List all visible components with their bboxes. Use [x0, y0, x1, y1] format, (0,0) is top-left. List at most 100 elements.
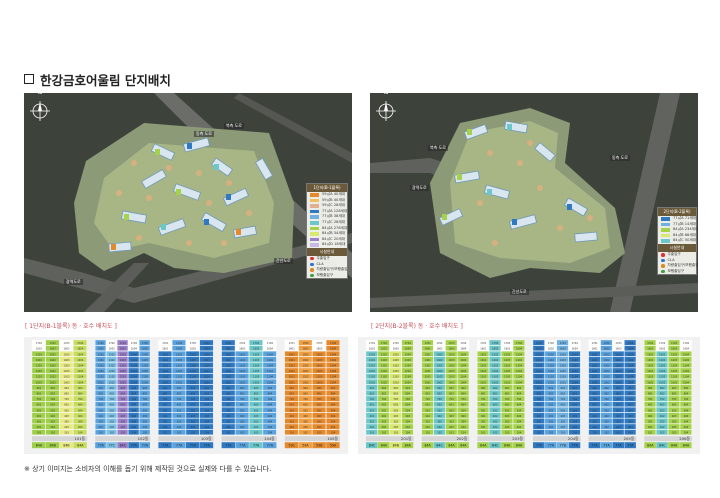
unit-number: 1003	[253, 381, 260, 384]
unit-cell	[489, 390, 501, 396]
unit-cell	[158, 379, 172, 385]
unit-number: 402	[493, 415, 498, 418]
unit-cell	[445, 412, 458, 419]
legend-label: CLA	[316, 261, 324, 266]
unit-cell	[401, 379, 414, 385]
building-104동: 1701160115011401130112011101100190180170…	[221, 339, 277, 449]
unit-cell	[95, 384, 106, 391]
unit-number: 303	[394, 421, 399, 424]
unit-cell	[235, 401, 249, 407]
unit-number: 1604	[405, 348, 412, 351]
unit-number: 101	[98, 432, 103, 435]
unit-number: 1204	[267, 370, 274, 373]
unit-number: 802	[660, 393, 665, 396]
unit-cell	[185, 423, 200, 430]
unit-number: 101	[648, 432, 653, 435]
unit-number: 1202	[492, 370, 499, 373]
unit-number: 204	[684, 426, 689, 429]
unit-cell	[501, 401, 513, 407]
unit-number: 1501	[98, 353, 105, 356]
unit-number: 702	[240, 398, 245, 401]
unit-layout-chart-complex-2: 1701 1601 1501 1401 1301 1201 1101 1001 901 801 70…	[358, 337, 700, 454]
unit-type-label: 77A	[603, 444, 610, 448]
unit-cell	[45, 367, 60, 374]
unit-number: 1504	[460, 353, 467, 356]
building-202동: 1701160115011401130112011101100190180170…	[421, 339, 470, 449]
unit-cell	[95, 390, 106, 396]
unit-number: 1003	[63, 381, 70, 384]
unit-cell	[95, 373, 106, 379]
unit-type-cell	[45, 442, 60, 449]
unit-number: 1702	[492, 342, 499, 345]
road-label: 광역도로	[410, 185, 429, 191]
unit-cell	[421, 379, 434, 385]
legend-item: 59㎡A 40세대	[307, 192, 347, 198]
unit-number: 1504	[683, 353, 690, 356]
unit-type-cell	[600, 442, 613, 449]
unit-cell	[128, 407, 140, 413]
unit-cell	[544, 362, 557, 368]
unit-number: 1402	[239, 359, 246, 362]
unit-cell	[457, 412, 470, 419]
legend-swatch	[310, 215, 319, 219]
unit-number: 1203	[253, 370, 260, 373]
road-label: 광역도로	[64, 279, 83, 285]
unit-cell	[158, 429, 172, 435]
unit-number: 103	[317, 432, 322, 435]
unit-cell	[679, 390, 692, 396]
unit-cell	[298, 362, 313, 368]
unit-cell	[512, 356, 525, 363]
unit-cell	[284, 423, 299, 430]
legend-swatch	[661, 239, 670, 243]
unit-cell	[612, 407, 625, 413]
unit-cell	[312, 345, 326, 351]
unit-cell	[59, 384, 74, 391]
unit-number: 303	[561, 421, 566, 424]
unit-cell	[588, 379, 601, 385]
unit-number: 1604	[683, 348, 690, 351]
unit-number: 501	[98, 409, 103, 412]
unit-cell	[117, 401, 129, 407]
unit-cell	[588, 407, 601, 413]
unit-cell	[445, 390, 458, 396]
unit-number: 901	[537, 387, 542, 390]
unit-cell	[158, 339, 172, 346]
unit-cell	[668, 390, 680, 396]
unit-number: 1303	[671, 365, 678, 368]
unit-cell	[59, 345, 74, 351]
unit-cell	[600, 362, 613, 368]
unit-cell	[73, 390, 87, 396]
unit-cell	[128, 390, 140, 396]
unit-number: 1401	[98, 359, 105, 362]
unit-cell	[158, 384, 172, 391]
unit-type-cell	[489, 442, 501, 449]
unit-cell	[501, 339, 513, 346]
unit-cell	[624, 345, 637, 351]
unit-cell	[644, 423, 657, 430]
unit-cell	[477, 373, 490, 379]
unit-cell	[489, 356, 501, 363]
unit-cell	[106, 401, 118, 407]
unit-type-label: 84A	[460, 444, 467, 448]
unit-cell	[433, 367, 446, 374]
unit-number: 804	[461, 393, 466, 396]
unit-cell	[588, 362, 601, 368]
unit-number: 101	[425, 432, 430, 435]
unit-type-cell	[73, 442, 87, 449]
unit-type-cell	[433, 442, 446, 449]
unit-number: 904	[628, 387, 633, 390]
unit-type-cell	[366, 442, 378, 449]
unit-number: 503	[254, 409, 259, 412]
unit-number: 803	[505, 393, 510, 396]
unit-number: 501	[592, 409, 597, 412]
road-label: 간선도로	[510, 289, 529, 295]
unit-number: 1204	[516, 370, 523, 373]
unit-number: 1302	[603, 365, 610, 368]
unit-number: 1002	[109, 381, 116, 384]
unit-number: 1301	[98, 365, 105, 368]
unit-type-label: 77A	[98, 444, 105, 448]
unit-number: 504	[331, 409, 336, 412]
unit-number: 902	[240, 387, 245, 390]
unit-number: 1703	[120, 342, 127, 345]
unit-cell	[199, 367, 214, 374]
